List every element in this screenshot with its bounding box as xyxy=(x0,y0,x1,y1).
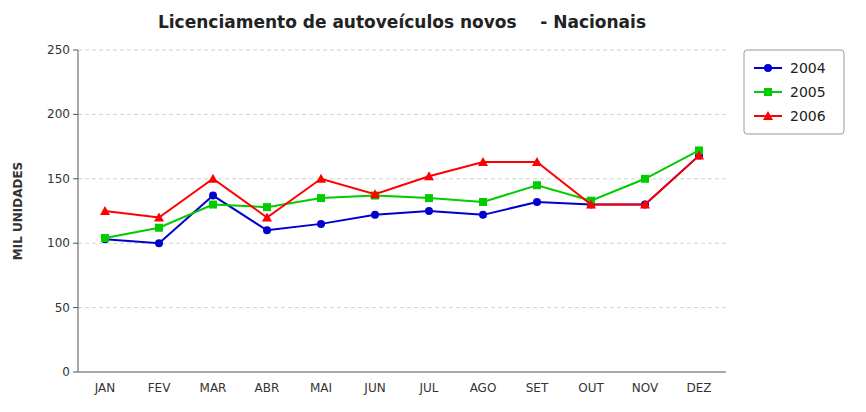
grid-line xyxy=(78,50,726,51)
point xyxy=(641,175,649,183)
legend-label: 2006 xyxy=(790,108,826,124)
point xyxy=(425,194,433,202)
y-axis: 0 50 100 150 200 250 xyxy=(47,43,78,379)
legend-marker xyxy=(764,88,772,96)
grid-line xyxy=(78,243,726,244)
grid xyxy=(78,50,726,308)
y-tick-label: 200 xyxy=(47,107,70,121)
grid-line xyxy=(78,178,726,179)
title: Licenciamento de autoveículos novos - Na… xyxy=(158,12,646,32)
x-tick-label: JUN xyxy=(363,381,385,395)
y-tick xyxy=(73,178,78,179)
series-line xyxy=(105,156,699,218)
point xyxy=(100,206,110,215)
point xyxy=(317,220,325,228)
point xyxy=(694,151,704,160)
x-tick-label: JUL xyxy=(418,381,438,395)
point xyxy=(208,174,218,183)
y-tick xyxy=(73,372,78,373)
plot-area xyxy=(100,146,704,247)
y-tick xyxy=(73,307,78,308)
y-tick xyxy=(73,243,78,244)
point xyxy=(209,201,217,209)
y-tick-label: 0 xyxy=(62,365,70,379)
point xyxy=(586,200,596,209)
y-axis-line xyxy=(78,50,79,372)
point xyxy=(478,157,488,166)
y-tick-label: 250 xyxy=(47,43,70,57)
y-tick-label: 150 xyxy=(47,172,70,186)
series-line xyxy=(105,156,699,244)
x-tick-label: SET xyxy=(526,381,549,395)
legend-marker xyxy=(763,111,773,120)
y-axis-label: MIL UNIDADES xyxy=(11,162,25,261)
point xyxy=(263,203,271,211)
x-axis: JAN FEV MAR ABR MAI JUN JUL AGO SET OUT NOV DEZ xyxy=(94,381,712,395)
series-line xyxy=(105,150,699,238)
chart: Licenciamento de autoveículos novos - Na… xyxy=(0,0,866,412)
x-axis-line xyxy=(78,372,726,373)
point xyxy=(155,239,163,247)
y-tick-label: 100 xyxy=(47,236,70,250)
point xyxy=(479,198,487,206)
x-tick-label: MAR xyxy=(200,381,227,395)
point xyxy=(425,207,433,215)
y-tick-label: 50 xyxy=(55,301,70,315)
point xyxy=(155,224,163,232)
point xyxy=(371,211,379,219)
point xyxy=(532,157,542,166)
point xyxy=(263,226,271,234)
legend: 2004 2005 2006 xyxy=(744,50,844,134)
series xyxy=(101,152,703,248)
grid-line xyxy=(78,114,726,115)
point xyxy=(317,194,325,202)
point xyxy=(101,234,109,242)
point xyxy=(479,211,487,219)
x-tick-label: MAI xyxy=(310,381,332,395)
y-tick xyxy=(73,114,78,115)
x-tick-label: ABR xyxy=(255,381,280,395)
x-tick-label: AGO xyxy=(470,381,497,395)
point xyxy=(640,200,650,209)
legend-marker xyxy=(764,64,772,72)
x-tick-label: OUT xyxy=(578,381,604,395)
legend-label: 2004 xyxy=(790,60,826,76)
x-tick-label: FEV xyxy=(148,381,171,395)
grid-line xyxy=(78,307,726,308)
x-tick-label: DEZ xyxy=(686,381,711,395)
legend-box xyxy=(744,50,844,134)
point xyxy=(370,189,380,198)
point xyxy=(533,198,541,206)
y-tick xyxy=(73,50,78,51)
legend-label: 2005 xyxy=(790,84,826,100)
series xyxy=(101,146,703,242)
point xyxy=(533,181,541,189)
point xyxy=(316,174,326,183)
series xyxy=(100,151,704,222)
point xyxy=(154,212,164,221)
x-tick-label: JAN xyxy=(94,381,116,395)
point xyxy=(209,192,217,200)
x-tick-label: NOV xyxy=(632,381,659,395)
point xyxy=(424,171,434,180)
point xyxy=(262,212,272,221)
